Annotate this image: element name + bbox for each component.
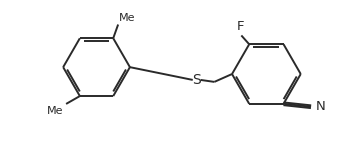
Text: Me: Me <box>119 13 136 22</box>
Text: N: N <box>316 100 326 113</box>
Text: F: F <box>237 21 244 33</box>
Text: Me: Me <box>47 106 63 116</box>
Text: S: S <box>192 73 201 87</box>
